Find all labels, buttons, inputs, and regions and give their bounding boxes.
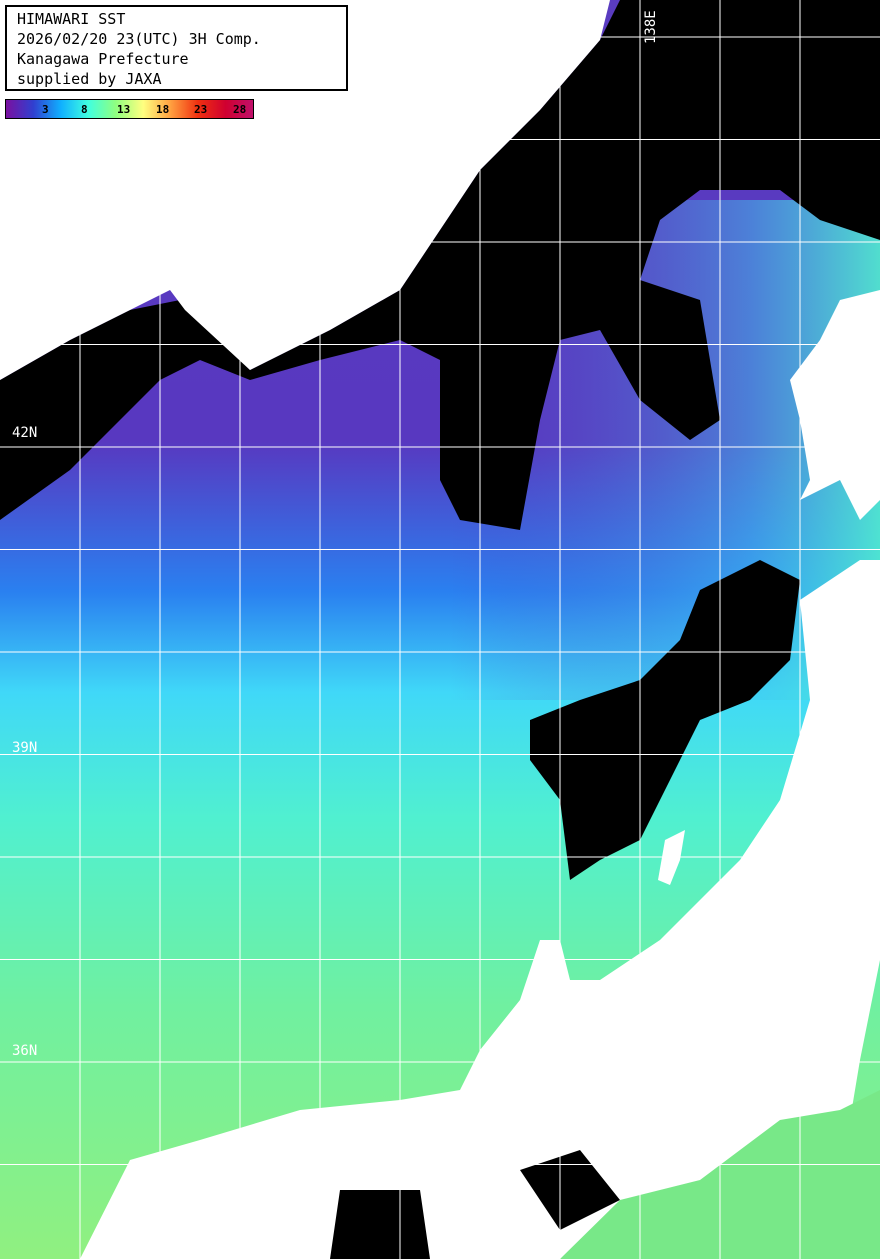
title-line-product: HIMAWARI SST (17, 10, 126, 28)
lat-label-36n: 36N (12, 1043, 38, 1059)
land-honshu (80, 560, 880, 1259)
legend-tick: 8 (81, 103, 88, 116)
title-line-datetime: 2026/02/20 23(UTC) 3H Comp. (17, 30, 261, 48)
color-scale-legend: 3 8 13 18 23 28 (5, 99, 254, 119)
title-box: HIMAWARI SST 2026/02/20 23(UTC) 3H Comp.… (5, 5, 348, 91)
legend-tick: 23 (194, 103, 208, 116)
land-hokkaido-tip (790, 290, 880, 520)
lat-label-39n: 39N (12, 740, 38, 756)
legend-tick: 28 (233, 103, 247, 116)
title-line-source: supplied by JAXA (17, 70, 162, 88)
land-north (0, 0, 610, 380)
legend-tick: 3 (42, 103, 49, 116)
lon-label-138e: 138E (643, 10, 659, 44)
cloud-overlay-south-land (330, 1150, 620, 1259)
legend-tick: 13 (117, 103, 131, 116)
lat-label-42n: 42N (12, 425, 38, 441)
title-line-organization: Kanagawa Prefecture (17, 50, 189, 68)
cloud-area-east (530, 560, 800, 880)
cloud-area-north (0, 0, 880, 530)
legend-tick: 18 (156, 103, 170, 116)
